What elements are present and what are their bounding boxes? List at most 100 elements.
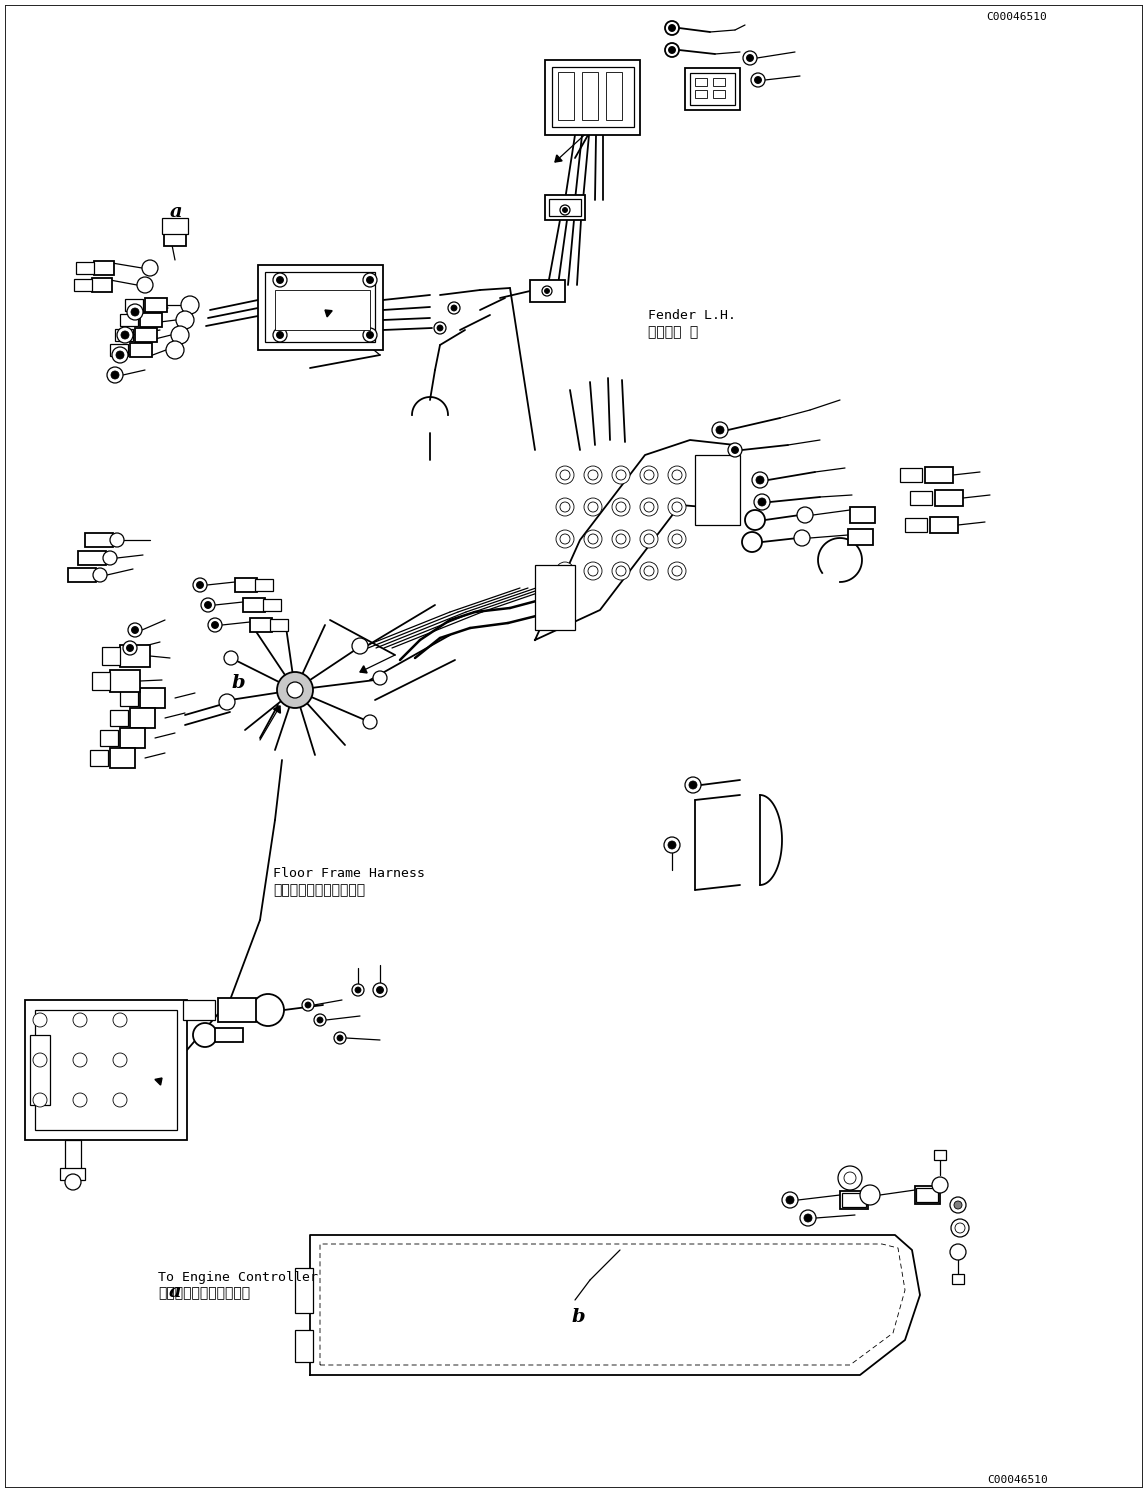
Bar bbox=[545, 60, 640, 134]
Bar bbox=[92, 278, 112, 292]
Circle shape bbox=[111, 372, 119, 379]
Circle shape bbox=[588, 501, 598, 512]
Circle shape bbox=[584, 562, 602, 580]
Circle shape bbox=[175, 310, 194, 330]
Bar bbox=[120, 689, 138, 706]
Circle shape bbox=[804, 1214, 812, 1222]
Circle shape bbox=[334, 1032, 346, 1044]
Circle shape bbox=[756, 476, 764, 483]
Circle shape bbox=[612, 530, 630, 548]
Circle shape bbox=[747, 55, 754, 61]
Polygon shape bbox=[325, 310, 333, 316]
Text: a: a bbox=[170, 203, 182, 221]
Circle shape bbox=[584, 466, 602, 483]
Circle shape bbox=[224, 651, 237, 665]
Circle shape bbox=[314, 1015, 326, 1026]
Circle shape bbox=[950, 1244, 966, 1261]
Text: To Engine Controller: To Engine Controller bbox=[158, 1271, 318, 1285]
Circle shape bbox=[252, 994, 284, 1026]
Bar bbox=[130, 709, 155, 728]
Polygon shape bbox=[535, 440, 740, 640]
Bar bbox=[125, 298, 143, 310]
Circle shape bbox=[65, 1174, 81, 1191]
Bar bbox=[130, 343, 153, 357]
Bar bbox=[295, 1329, 313, 1362]
Circle shape bbox=[643, 534, 654, 545]
Circle shape bbox=[712, 422, 728, 439]
Circle shape bbox=[560, 565, 570, 576]
Circle shape bbox=[276, 276, 283, 283]
Text: b: b bbox=[232, 674, 245, 692]
Circle shape bbox=[352, 985, 364, 997]
Polygon shape bbox=[360, 665, 367, 673]
Circle shape bbox=[376, 986, 383, 994]
Circle shape bbox=[114, 1013, 127, 1026]
Circle shape bbox=[838, 1167, 863, 1191]
Circle shape bbox=[208, 618, 223, 633]
Text: エンジンコントローラヘ: エンジンコントローラヘ bbox=[158, 1286, 250, 1300]
Circle shape bbox=[302, 1000, 314, 1012]
Bar bbox=[924, 467, 953, 483]
Bar bbox=[78, 551, 106, 565]
Circle shape bbox=[181, 295, 198, 313]
Bar bbox=[36, 1010, 177, 1129]
Circle shape bbox=[556, 530, 574, 548]
Circle shape bbox=[352, 639, 368, 653]
Circle shape bbox=[668, 841, 676, 849]
Circle shape bbox=[751, 73, 765, 87]
Circle shape bbox=[797, 507, 813, 524]
Bar bbox=[295, 1268, 313, 1313]
Bar bbox=[713, 78, 725, 87]
Bar bbox=[934, 1150, 946, 1159]
Circle shape bbox=[752, 471, 768, 488]
Circle shape bbox=[560, 501, 570, 512]
Bar bbox=[68, 568, 96, 582]
Circle shape bbox=[672, 565, 682, 576]
Circle shape bbox=[362, 273, 377, 286]
Bar bbox=[110, 747, 135, 768]
Circle shape bbox=[110, 533, 124, 548]
Bar bbox=[685, 69, 740, 110]
Circle shape bbox=[668, 466, 686, 483]
Circle shape bbox=[33, 1094, 47, 1107]
Bar bbox=[214, 1028, 243, 1041]
Bar bbox=[120, 645, 150, 667]
Bar bbox=[275, 289, 370, 330]
Bar bbox=[164, 231, 186, 246]
Bar bbox=[850, 507, 875, 524]
Circle shape bbox=[373, 671, 387, 685]
Circle shape bbox=[786, 1197, 794, 1204]
Bar bbox=[25, 1000, 187, 1140]
Bar bbox=[690, 73, 735, 104]
Bar bbox=[930, 518, 958, 533]
Circle shape bbox=[616, 565, 626, 576]
Circle shape bbox=[640, 466, 658, 483]
Circle shape bbox=[588, 565, 598, 576]
Circle shape bbox=[211, 622, 218, 628]
Bar bbox=[92, 671, 110, 689]
Circle shape bbox=[782, 1192, 798, 1209]
Text: C00046510: C00046510 bbox=[988, 1476, 1047, 1485]
Bar bbox=[110, 670, 140, 692]
Bar bbox=[120, 313, 138, 325]
Bar bbox=[530, 280, 565, 301]
Circle shape bbox=[33, 1013, 47, 1026]
Circle shape bbox=[73, 1053, 87, 1067]
Bar bbox=[255, 579, 273, 591]
Circle shape bbox=[123, 642, 136, 655]
Bar bbox=[75, 279, 92, 291]
Bar bbox=[905, 518, 927, 533]
Text: フェンダ 左: フェンダ 左 bbox=[648, 325, 699, 339]
Bar bbox=[900, 468, 922, 482]
Bar bbox=[840, 1191, 868, 1209]
Circle shape bbox=[665, 43, 679, 57]
Circle shape bbox=[643, 565, 654, 576]
Circle shape bbox=[616, 501, 626, 512]
Circle shape bbox=[373, 983, 387, 997]
Polygon shape bbox=[555, 155, 562, 163]
Bar bbox=[100, 730, 118, 746]
Circle shape bbox=[556, 498, 574, 516]
Bar bbox=[76, 263, 94, 275]
Bar bbox=[30, 1035, 50, 1106]
Bar bbox=[235, 577, 257, 592]
